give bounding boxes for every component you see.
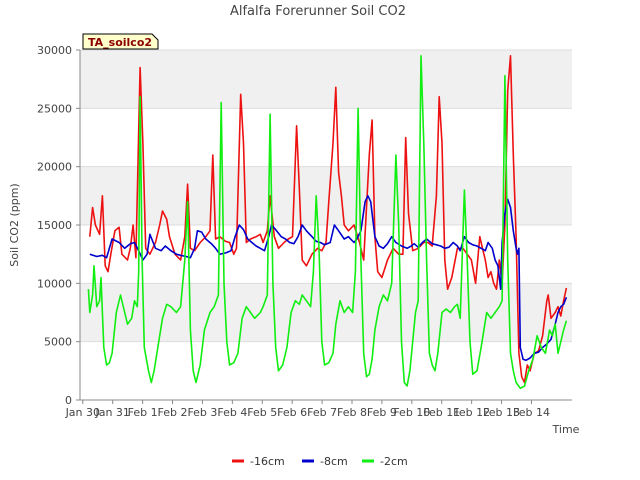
legend-label: -8cm bbox=[320, 455, 348, 468]
y-ticks: 0 5000 10000 15000 20000 25000 30000 bbox=[37, 44, 80, 407]
x-tick-label: Feb 8 bbox=[337, 406, 367, 419]
annotation-badge: TA_soilco2 bbox=[82, 33, 159, 50]
series-line-2cm bbox=[87, 55, 568, 390]
y-tick-label: 20000 bbox=[37, 161, 72, 174]
plot-band bbox=[80, 166, 572, 225]
x-tick-label: Feb 7 bbox=[307, 406, 337, 419]
x-tick-label: Feb 5 bbox=[247, 406, 277, 419]
y-tick-label: 15000 bbox=[37, 219, 72, 232]
legend-label: -2cm bbox=[380, 455, 408, 468]
x-tick-label: Feb 10 bbox=[393, 406, 430, 419]
x-tick-label: Feb 1 bbox=[128, 406, 158, 419]
x-tick-label: Feb 12 bbox=[453, 406, 490, 419]
x-tick-label: Feb 2 bbox=[158, 406, 188, 419]
y-tick-label: 25000 bbox=[37, 102, 72, 115]
chart-title: Alfalfa Forerunner Soil CO2 bbox=[230, 4, 406, 19]
x-tick-label: Feb 11 bbox=[423, 406, 460, 419]
legend: -16cm -8cm -2cm bbox=[232, 455, 408, 468]
series-lines bbox=[87, 55, 568, 390]
x-tick-label: Jan 31 bbox=[94, 406, 129, 419]
x-tick-label: Feb 6 bbox=[277, 406, 307, 419]
plot-band bbox=[80, 283, 572, 342]
y-tick-label: 0 bbox=[65, 394, 72, 407]
x-tick-label: Feb 14 bbox=[513, 406, 550, 419]
y-tick-label: 10000 bbox=[37, 277, 72, 290]
x-tick-label: Feb 4 bbox=[217, 406, 247, 419]
legend-label: -16cm bbox=[250, 455, 285, 468]
annotation-badge-label: TA_soilco2 bbox=[88, 36, 152, 49]
x-tick-label: Feb 3 bbox=[187, 406, 217, 419]
x-tick-label: Feb 9 bbox=[367, 406, 397, 419]
x-axis-label: Time bbox=[552, 423, 580, 436]
x-tick-label: Feb 13 bbox=[483, 406, 520, 419]
y-tick-label: 30000 bbox=[37, 44, 72, 57]
y-tick-label: 5000 bbox=[44, 336, 72, 349]
y-axis-label: Soil CO2 (ppm) bbox=[8, 183, 21, 266]
x-tick-label: Jan 30 bbox=[65, 406, 100, 419]
plot-band bbox=[80, 50, 572, 109]
